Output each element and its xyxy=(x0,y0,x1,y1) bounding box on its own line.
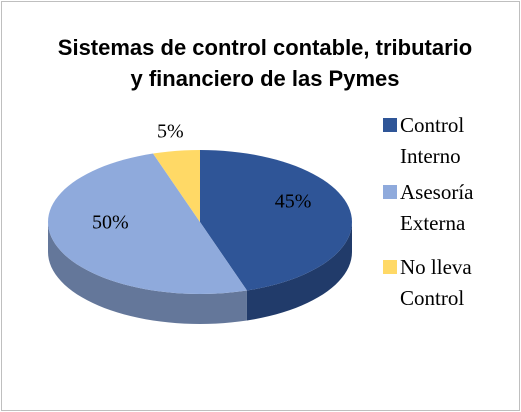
slice-top xyxy=(48,153,247,294)
slice xyxy=(48,153,247,324)
slice-top xyxy=(153,150,200,222)
slice xyxy=(200,150,352,321)
legend-label: No lleva Control xyxy=(400,255,472,310)
data-label: 45% xyxy=(275,191,312,213)
slice-side xyxy=(246,222,352,321)
data-label: 50% xyxy=(92,211,129,233)
slice-side xyxy=(48,222,247,324)
legend-swatch xyxy=(383,260,397,274)
legend-swatch xyxy=(383,118,397,132)
slice-top xyxy=(200,150,352,291)
legend-label: Asesoría Externa xyxy=(400,180,474,235)
data-label: 5% xyxy=(157,121,184,143)
chart-title: Sistemas de control contable, tributario… xyxy=(57,35,473,91)
legend-label: Control Interno xyxy=(400,113,465,168)
legend-swatch xyxy=(383,185,397,199)
slice xyxy=(153,150,200,222)
